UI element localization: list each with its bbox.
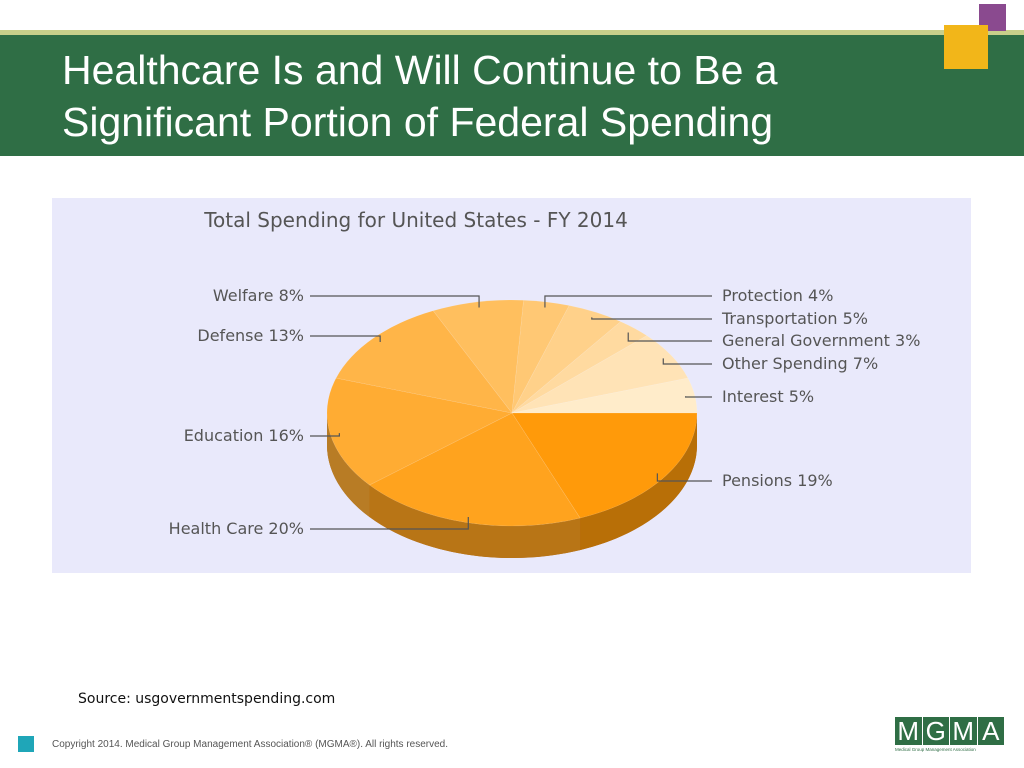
pie-leader-line <box>310 433 340 437</box>
pie-leader-line <box>310 295 480 308</box>
pie-leader-line <box>662 358 712 365</box>
copyright-text: Copyright 2014. Medical Group Management… <box>52 739 449 750</box>
pie-leader-line <box>684 396 712 398</box>
pie-slice-side <box>327 413 370 518</box>
footer-square <box>18 736 34 752</box>
pie-slice <box>511 305 622 414</box>
pie-leader-line <box>310 516 469 530</box>
pie-slices <box>326 299 698 527</box>
pie-slice-label: Health Care 20% <box>169 519 304 538</box>
pie-slice-label: Defense 13% <box>197 326 304 345</box>
pie-slice <box>511 321 648 414</box>
logo-letter: M <box>895 717 922 745</box>
pie-slice <box>511 377 698 414</box>
pie-slice-label: Interest 5% <box>722 387 814 406</box>
pie-slice <box>432 299 524 414</box>
pie-slice-label: Education 16% <box>184 426 304 445</box>
pie-slice-side <box>580 413 697 551</box>
pie-slice-side <box>369 485 581 558</box>
logo-letter: M <box>950 717 977 745</box>
top-accent-line <box>0 30 1024 35</box>
slide-title: Healthcare Is and Will Continue to Be a … <box>62 47 778 145</box>
chart-title: Total Spending for United States - FY 20… <box>203 208 628 232</box>
pie-slice-label: Other Spending 7% <box>722 354 878 373</box>
pie-slice <box>511 335 689 414</box>
logo-letter: G <box>922 717 949 745</box>
source-note: Source: usgovernmentspending.com <box>78 691 336 707</box>
pie-depth <box>327 413 697 558</box>
pie-leader-line <box>627 332 712 342</box>
pie-slice-label: Protection 4% <box>722 286 833 305</box>
pie-slice <box>511 412 698 519</box>
pie-leader-line <box>656 473 712 482</box>
pie-slice-label: General Government 3% <box>722 331 920 350</box>
pie-slice <box>326 377 513 486</box>
pie-labels: Pensions 19% Health Care 20% Education 16%… <box>169 286 921 538</box>
pie-leader-line <box>544 295 712 308</box>
logo-letter: A <box>977 717 1004 745</box>
pie-slice-label: Pensions 19% <box>722 471 833 490</box>
pie-chart: Total Spending for United States - FY 20… <box>169 208 921 558</box>
pie-leader-line <box>310 335 381 343</box>
pie-leader-line <box>591 317 712 320</box>
title-bar <box>0 35 1024 156</box>
pie-slice-label: Transportation 5% <box>721 309 868 328</box>
accent-square-yellow <box>944 25 988 69</box>
pie-chart-panel: Total Spending for United States - FY 20… <box>52 198 971 573</box>
pie-slice <box>368 412 581 527</box>
logo-tagline: Medical Group Management Association <box>895 747 976 752</box>
pie-slice <box>511 299 570 414</box>
pie-slice-label: Welfare 8% <box>213 286 304 305</box>
